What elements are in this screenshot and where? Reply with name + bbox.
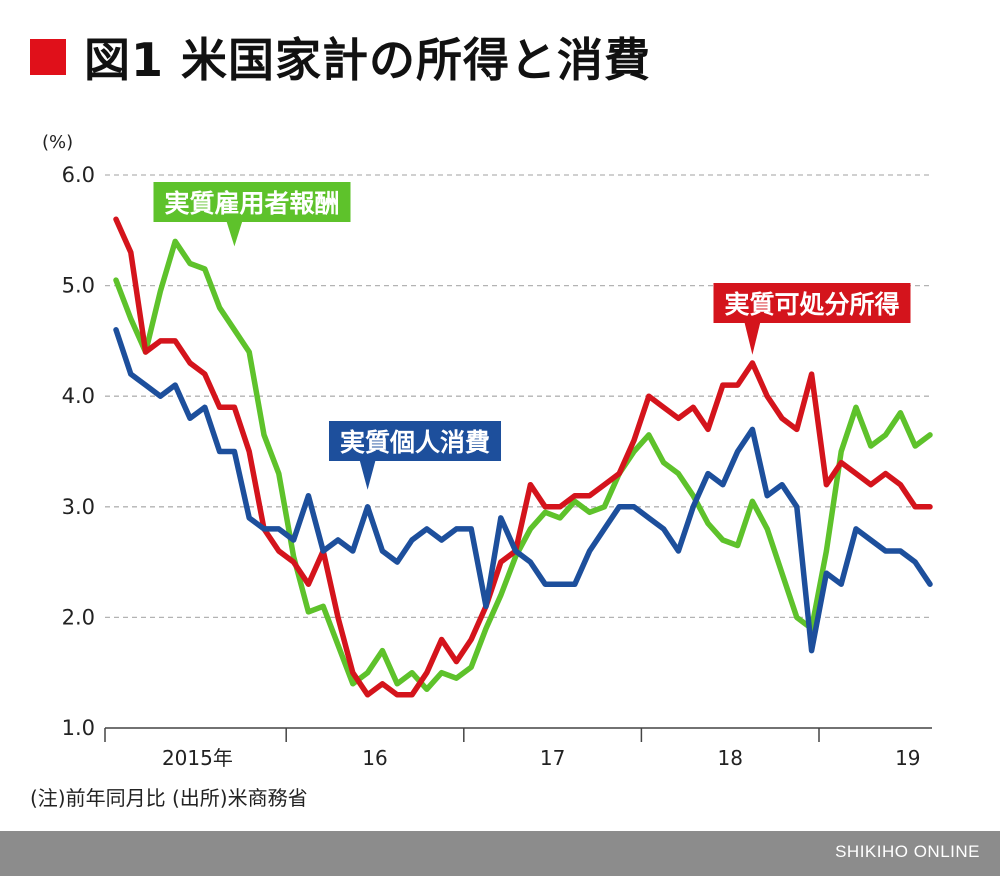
series-callout: 実質可処分所得 xyxy=(713,283,911,355)
series-callout-box xyxy=(328,421,502,461)
series-callout: 実質雇用者報酬 xyxy=(153,182,351,247)
chart-notes: (注)前年同月比 (出所)米商務省 xyxy=(30,786,308,810)
series-callout-label: 実質可処分所得 xyxy=(724,290,899,319)
x-tick-label: 19 xyxy=(895,746,920,770)
x-tick-label: 16 xyxy=(362,746,387,770)
gridlines xyxy=(105,174,932,619)
y-tick-label: 6.0 xyxy=(62,163,95,187)
chart-title: 図1 米国家計の所得と消費 xyxy=(84,33,652,87)
x-tick-label: 2015年 xyxy=(162,746,233,770)
series-callout-pointer xyxy=(744,322,761,355)
x-tick-label: 17 xyxy=(540,746,565,770)
title-accent-square xyxy=(30,39,66,75)
y-tick-label: 4.0 xyxy=(62,384,95,408)
series-callout-label: 実質個人消費 xyxy=(340,428,490,457)
chart-title-bar: 図1 米国家計の所得と消費 xyxy=(30,22,651,92)
series-callout-pointer xyxy=(226,221,243,247)
x-tick-label: 18 xyxy=(717,746,742,770)
axes: 1.0 2.0 3.0 4.0 5.0 6.0 2015年 16 17 18 19 xyxy=(62,163,932,770)
series-line xyxy=(113,327,933,654)
y-tick-label: 1.0 xyxy=(62,716,95,740)
y-tick-label: 3.0 xyxy=(62,495,95,519)
line-chart: (%) 1.0 2.0 3.0 4.0 5.0 6.0 2015年 16 17 18 19 実質雇用… xyxy=(42,132,933,770)
footer-bar: SHIKIHO ONLINE xyxy=(0,831,1000,876)
series-line xyxy=(113,216,933,698)
y-tick-label: 5.0 xyxy=(62,274,95,298)
series-callout-pointer xyxy=(359,460,376,490)
series-line xyxy=(113,238,933,693)
y-tick-label: 2.0 xyxy=(62,605,95,629)
series-lines xyxy=(113,216,933,698)
series-callout-box xyxy=(713,283,911,323)
series-callout-box xyxy=(153,182,351,222)
y-axis-unit-label: (%) xyxy=(42,132,73,153)
series-callout-label: 実質雇用者報酬 xyxy=(164,189,339,218)
footer-credit: SHIKIHO ONLINE xyxy=(835,842,980,861)
series-callout: 実質個人消費 xyxy=(328,421,502,490)
